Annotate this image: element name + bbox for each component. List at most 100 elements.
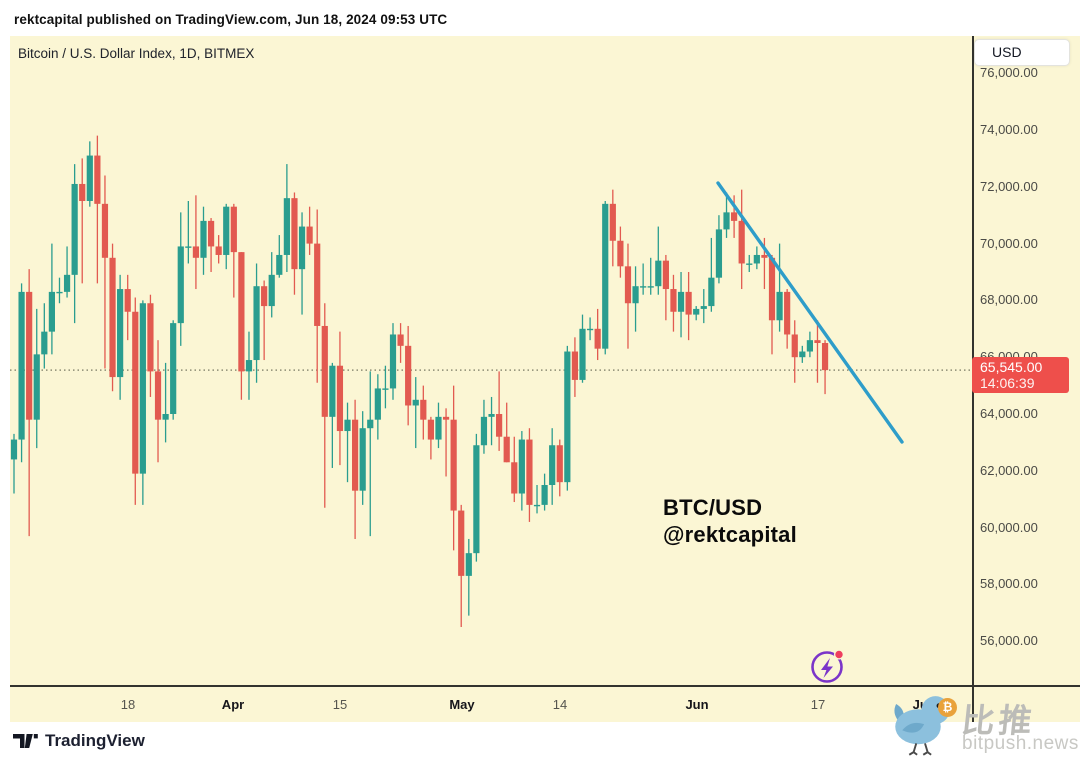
candle-body [693,308,700,315]
candle-body [420,399,427,420]
candle-body [579,328,586,380]
candle-body [617,240,624,267]
candle-body [640,286,647,288]
candle-body [336,365,344,432]
candle-body [154,371,162,420]
candle-body [352,419,359,491]
time-axis-label: May [449,697,475,712]
candle-body [738,220,745,264]
price-axis-label: 72,000.00 [980,178,1038,194]
candle-body [283,198,290,255]
currency-toggle-button[interactable]: USD [974,39,1070,66]
downtrend-trendline[interactable] [716,181,904,444]
candle-body [624,266,632,304]
candle-body [207,220,215,247]
candle-body [397,334,404,346]
quick-ideas-flash-button[interactable] [808,648,848,688]
flash-circle-icon [811,651,843,683]
candle-body [632,286,639,304]
candle-body [533,504,541,507]
candle-body [571,351,579,380]
time-axis-border [10,685,1080,687]
candle-body [109,257,116,378]
price-axis-label: 74,000.00 [980,122,1038,137]
chart-pane[interactable] [10,36,1080,722]
notification-dot [833,649,845,660]
candle-body [496,414,503,437]
candle-body [367,419,374,429]
last-price-badge: 65,545.00 14:06:39 [972,357,1069,393]
candle-body [784,291,791,335]
candle-body [200,220,207,258]
bitpush-bird-logo [890,690,960,762]
candle-body [139,303,146,474]
tradingview-logo-icon [13,733,38,748]
candle-body [791,334,798,358]
candle-body [291,198,298,270]
candle-body [48,291,55,332]
candle-body [662,260,669,290]
candle-body [382,388,389,390]
candle-body [708,277,715,307]
candle-body [405,345,412,406]
time-axis-label: Jun [685,697,709,712]
candle-body [609,203,616,241]
candle-body [261,286,268,307]
candle-body [480,416,488,446]
tradingview-footer-link[interactable]: TradingView [13,731,145,751]
candle-body [655,260,662,287]
candle-body [412,399,419,406]
candle-body [799,351,806,358]
candle-body [647,286,654,288]
candle-body [215,246,222,255]
candle-body [473,445,480,554]
candle-body [71,183,78,275]
candle-body [56,291,63,294]
candle-body [177,246,184,324]
candle-body [10,439,18,460]
candle-body [389,334,397,389]
candle-body [268,274,275,307]
candle-body [192,246,200,258]
price-axis-label: 70,000.00 [980,235,1038,251]
candle-body [132,311,139,474]
candle-body [761,254,768,258]
candle-body [814,340,821,343]
candle-body [321,325,328,417]
candle-body [685,291,692,315]
candle-body [458,510,465,576]
candle-body [450,419,457,511]
candle-body [238,252,245,372]
candle-body [170,323,177,414]
candle-body [117,289,124,378]
candle-body [162,414,169,420]
price-axis-label: 56,000.00 [980,633,1038,649]
candle-body [359,428,366,491]
candle-body [488,414,495,417]
candle-body [374,388,381,420]
candle-body [41,331,48,355]
candle-body [556,445,563,483]
candle-body [94,155,101,204]
candle-body [329,365,336,417]
candle-body [298,226,306,270]
candle-body [541,485,548,505]
candle-body [511,462,518,494]
candle-body [306,226,313,244]
candle-body [753,254,760,264]
lightning-bolt-icon [821,658,833,678]
candle-body [230,206,237,253]
candle-body [86,155,93,201]
candle-body [18,291,25,440]
candle-body [526,439,533,505]
time-axis-label: 17 [810,697,826,712]
price-axis-label: 64,000.00 [980,406,1038,421]
candle-body [101,203,109,258]
candle-body [245,360,253,372]
candle-body [677,291,685,312]
candle-body [586,328,594,331]
price-axis-label: 76,000.00 [980,65,1038,81]
candle-body [435,416,442,440]
